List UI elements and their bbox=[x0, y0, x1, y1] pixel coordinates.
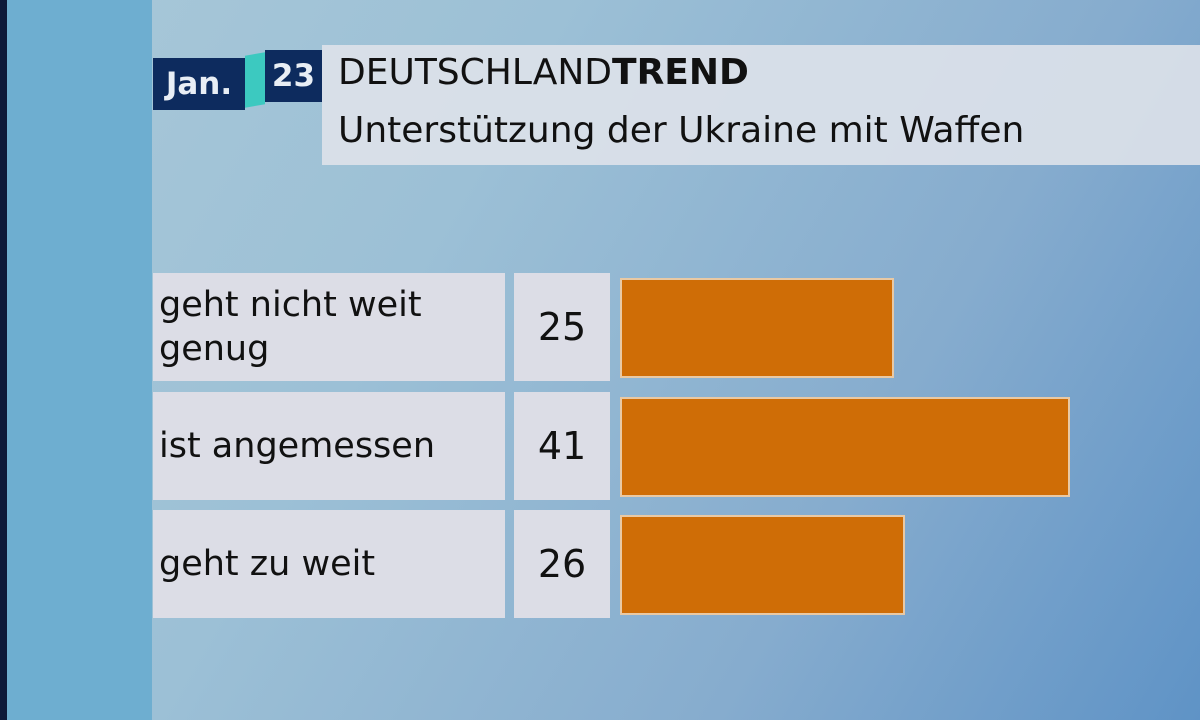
value-label: 41 bbox=[514, 392, 610, 500]
bar bbox=[620, 515, 906, 615]
category-label: ist angemessen bbox=[153, 392, 505, 500]
value-label: 25 bbox=[514, 273, 610, 381]
brand-light: DEUTSCHLAND bbox=[338, 52, 613, 93]
bar bbox=[620, 278, 895, 378]
brand-bold: TREND bbox=[612, 52, 749, 93]
month-badge: Jan. bbox=[153, 58, 245, 110]
badge-connector bbox=[245, 52, 265, 108]
title-panel bbox=[322, 45, 1200, 165]
category-label: geht nicht weit genug bbox=[153, 273, 505, 381]
category-label: geht zu weit bbox=[153, 510, 505, 618]
brand-title: DEUTSCHLANDTREND bbox=[338, 52, 749, 93]
value-label: 26 bbox=[514, 510, 610, 618]
bar bbox=[620, 397, 1070, 497]
side-band bbox=[7, 0, 152, 720]
left-edge bbox=[0, 0, 7, 720]
year-badge: 23 bbox=[265, 50, 322, 102]
chart-title: Unterstützung der Ukraine mit Waffen bbox=[338, 110, 1025, 151]
